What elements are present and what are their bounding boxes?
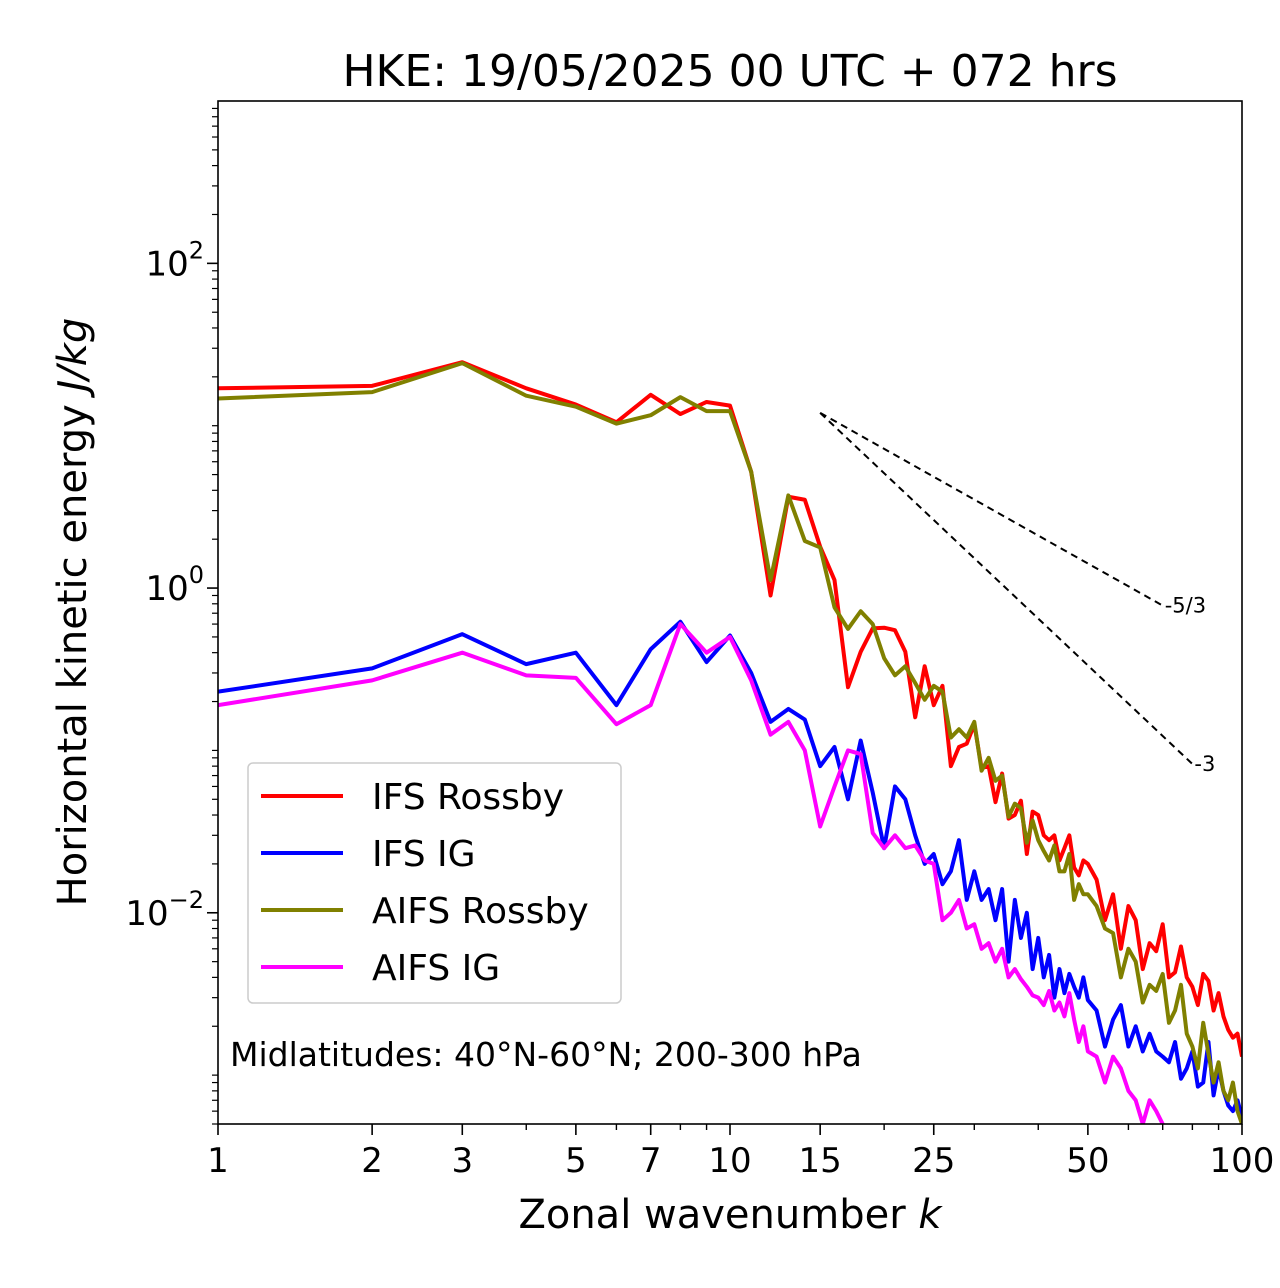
reference-line-minus-3 — [819, 412, 1194, 765]
x-tick-label: 3 — [451, 1141, 473, 1181]
x-tick-label: 1 — [207, 1141, 229, 1181]
x-tick-label: 100 — [1210, 1141, 1275, 1181]
x-tick-label: 5 — [565, 1141, 587, 1181]
legend-label-aifs-ig: AIFS IG — [372, 948, 500, 989]
x-tick-label: 7 — [640, 1141, 662, 1181]
series-line-ifs-ig — [218, 619, 1242, 1118]
y-tick-label: 10−2 — [125, 886, 204, 934]
legend-label-aifs-rossby: AIFS Rossby — [372, 891, 589, 932]
reference-label-minus-5-3: -5/3 — [1165, 594, 1206, 618]
legend: IFS Rossby IFS IG AIFS Rossby AIFS IG — [247, 762, 622, 1004]
series-layer — [218, 360, 1242, 1124]
reference-lines: -5/3 -3 — [819, 411, 1215, 776]
y-tick-label: 102 — [145, 236, 204, 284]
legend-box — [247, 762, 622, 1004]
x-tick-label: 25 — [912, 1141, 955, 1181]
series-line-aifs-rossby — [218, 361, 1242, 1124]
series-line-aifs-ig — [218, 622, 1165, 1124]
y-axis-ticks: 10−2 100 102 — [125, 107, 218, 1125]
legend-label-ifs-ig: IFS IG — [372, 834, 476, 875]
x-tick-label: 2 — [361, 1141, 383, 1181]
chart-title: HKE: 19/05/2025 00 UTC + 072 hrs — [342, 46, 1117, 97]
x-axis-label: Zonal wavenumber k — [518, 1192, 943, 1238]
y-axis-label: Horizontal kinetic energy J/kg — [50, 318, 96, 907]
x-tick-label: 15 — [799, 1141, 842, 1181]
x-axis-ticks: 1 2 3 5 7 10 15 25 50 100 — [207, 1124, 1274, 1181]
reference-label-minus-3: -3 — [1194, 752, 1215, 776]
reference-line-minus-5-3 — [819, 411, 1164, 607]
x-tick-label: 50 — [1066, 1141, 1109, 1181]
legend-label-ifs-rossby: IFS Rossby — [372, 777, 564, 818]
y-tick-label: 100 — [145, 561, 204, 609]
x-tick-label: 10 — [708, 1141, 751, 1181]
series-line-ifs-rossby — [218, 360, 1242, 1058]
region-annotation: Midlatitudes: 40°N-60°N; 200-300 hPa — [230, 1035, 862, 1074]
